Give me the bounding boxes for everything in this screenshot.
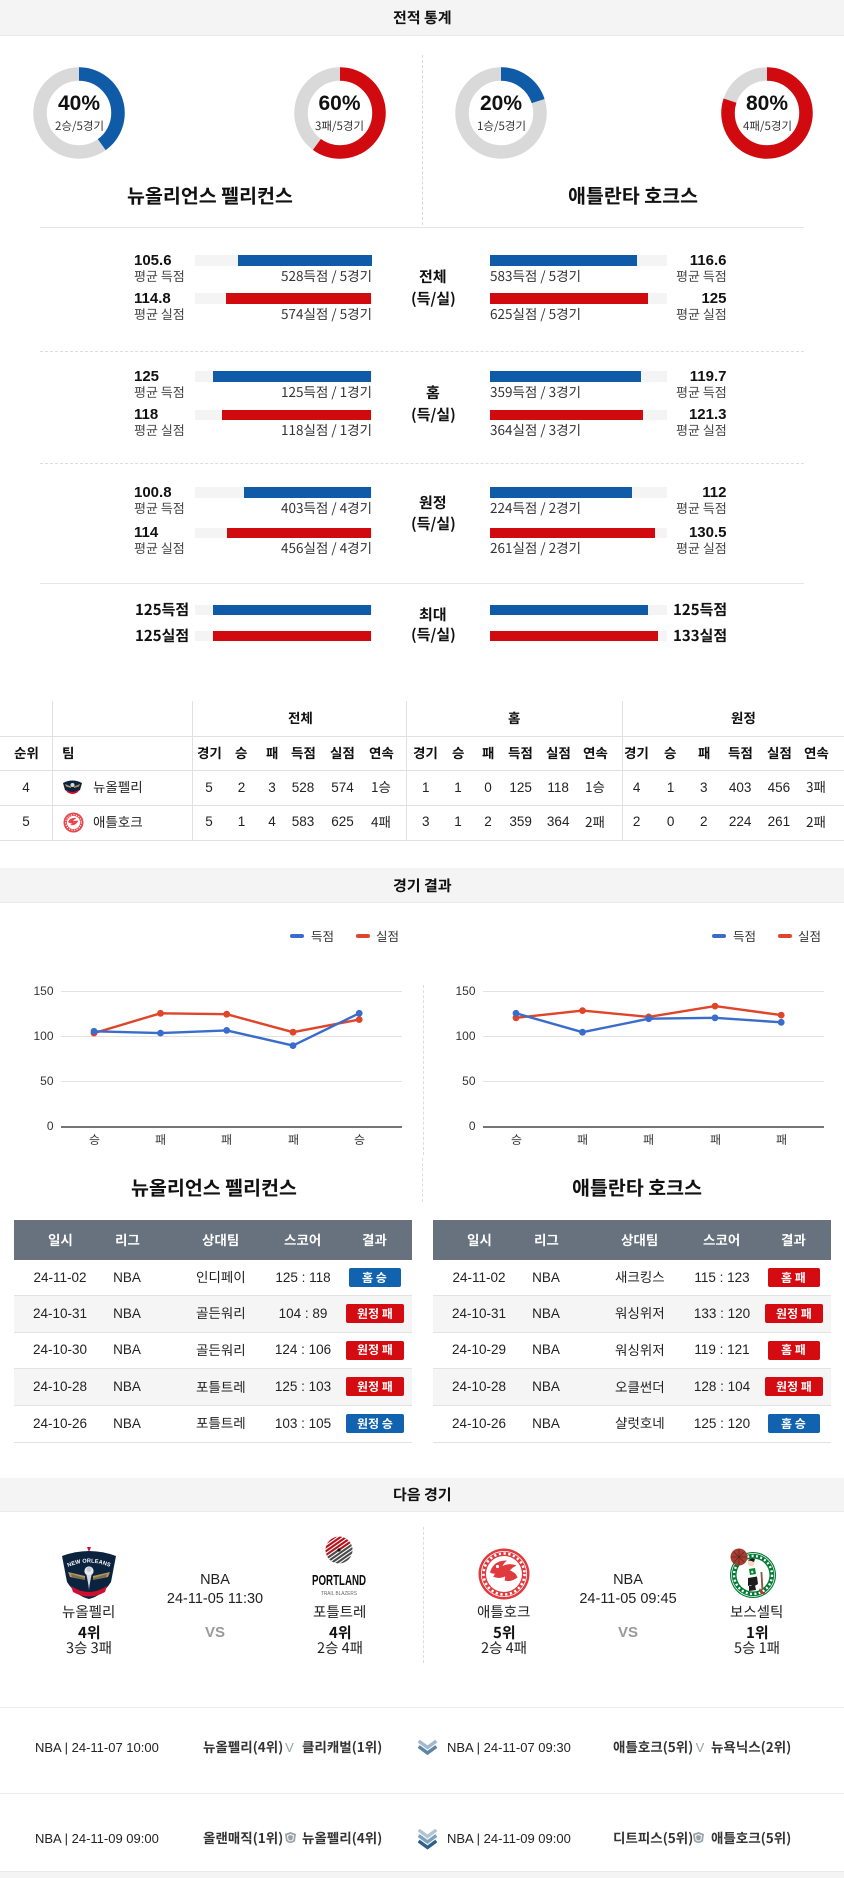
svg-text:TRAIL BLAZERS: TRAIL BLAZERS [321, 1591, 358, 1597]
svg-text:PORTLAND: PORTLAND [312, 1572, 366, 1589]
svg-text:NEW ORLEANS: NEW ORLEANS [67, 1558, 112, 1568]
